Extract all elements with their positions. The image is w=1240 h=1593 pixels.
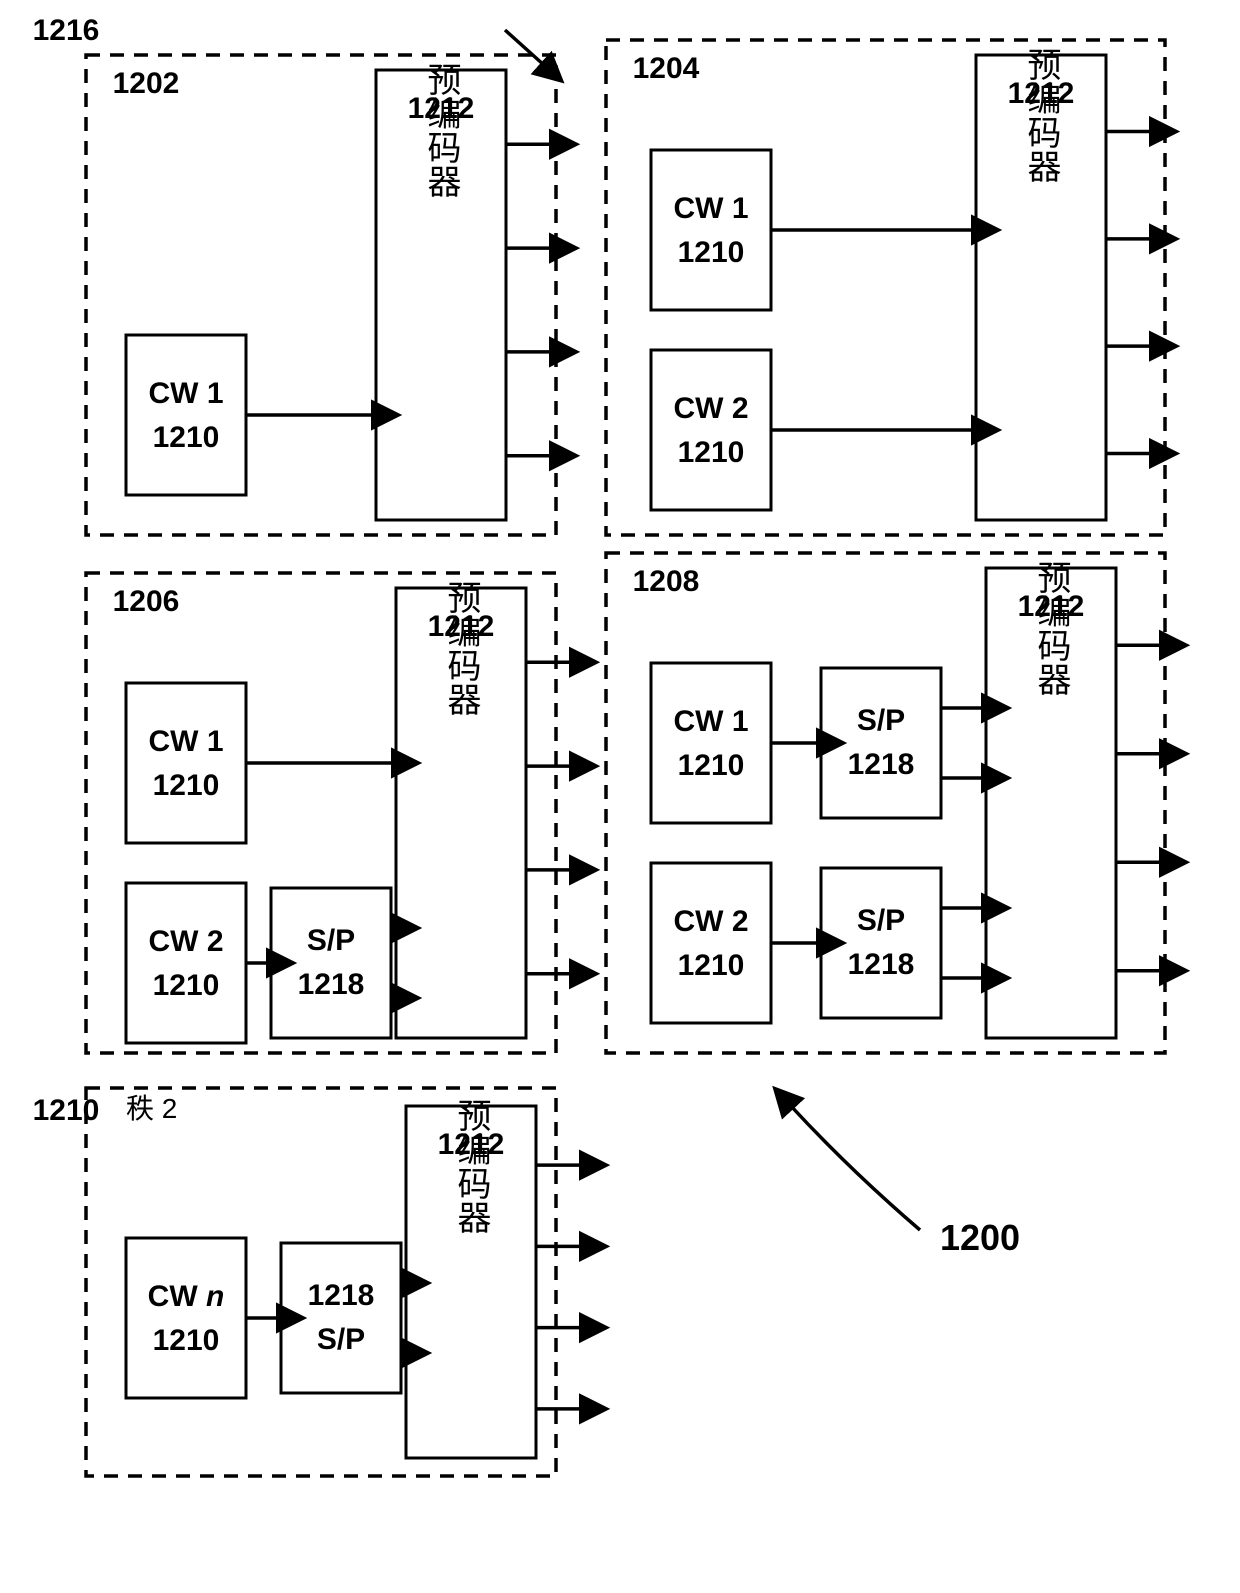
svg-text:1210: 1210: [153, 769, 220, 802]
svg-text:1210: 1210: [678, 949, 745, 982]
svg-text:1210: 1210: [153, 969, 220, 1002]
svg-text:预编码器: 预编码器: [442, 580, 481, 716]
svg-text:CW 2: CW 2: [674, 905, 749, 938]
svg-text:秩 2: 秩 2: [126, 1093, 177, 1124]
svg-text:预编码器: 预编码器: [1022, 47, 1061, 183]
svg-text:1210: 1210: [153, 1324, 220, 1357]
svg-text:CW 1: CW 1: [674, 705, 749, 738]
svg-text:1206: 1206: [113, 585, 180, 618]
svg-text:S/P: S/P: [307, 924, 355, 957]
svg-text:预编码器: 预编码器: [1032, 560, 1071, 696]
svg-text:1210: 1210: [678, 236, 745, 269]
svg-text:1210: 1210: [678, 749, 745, 782]
svg-text:1210: 1210: [678, 436, 745, 469]
svg-text:1218: 1218: [298, 968, 365, 1001]
svg-text:CW 2: CW 2: [149, 925, 224, 958]
svg-text:CW 1: CW 1: [674, 192, 749, 225]
svg-text:CW 1: CW 1: [149, 377, 224, 410]
svg-text:CW n: CW n: [148, 1280, 225, 1313]
svg-text:1200: 1200: [940, 1217, 1020, 1258]
svg-text:CW 1: CW 1: [149, 725, 224, 758]
svg-text:S/P: S/P: [857, 704, 905, 737]
svg-text:预编码器: 预编码器: [422, 62, 461, 198]
svg-text:1218: 1218: [848, 748, 915, 781]
svg-text:1216: 1216: [33, 14, 100, 47]
svg-text:1210: 1210: [33, 1094, 100, 1127]
svg-text:S/P: S/P: [857, 904, 905, 937]
svg-text:预编码器: 预编码器: [452, 1098, 491, 1234]
svg-text:1210: 1210: [153, 421, 220, 454]
svg-text:1208: 1208: [633, 565, 700, 598]
svg-text:S/P: S/P: [317, 1323, 365, 1356]
svg-text:1202: 1202: [113, 67, 180, 100]
svg-text:1218: 1218: [848, 948, 915, 981]
svg-text:1218: 1218: [308, 1279, 375, 1312]
svg-text:1204: 1204: [633, 52, 700, 85]
svg-text:CW 2: CW 2: [674, 392, 749, 425]
